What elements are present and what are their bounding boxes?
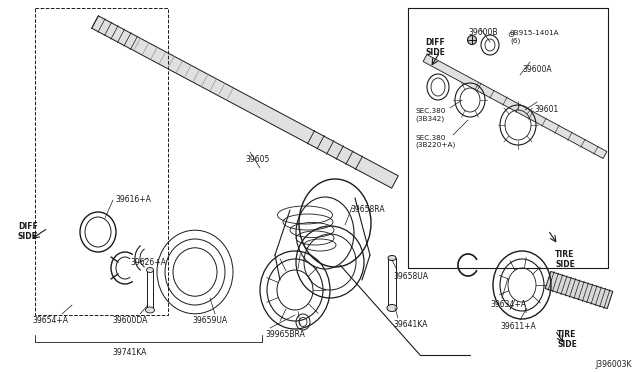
- Text: ⊙: ⊙: [507, 30, 514, 39]
- Text: 39658RA: 39658RA: [350, 205, 385, 214]
- Ellipse shape: [467, 35, 477, 45]
- Polygon shape: [545, 272, 612, 308]
- Ellipse shape: [145, 307, 154, 313]
- Text: DIFF
SIDE: DIFF SIDE: [425, 38, 445, 57]
- Text: SEC.380
(3B342): SEC.380 (3B342): [415, 108, 445, 122]
- Text: 39600DA: 39600DA: [112, 316, 147, 325]
- Text: 39626+A: 39626+A: [130, 258, 166, 267]
- Text: 39659UA: 39659UA: [192, 316, 227, 325]
- Text: 39634+A: 39634+A: [490, 300, 526, 309]
- Text: 39611+A: 39611+A: [500, 322, 536, 331]
- Text: TIRE
SIDE: TIRE SIDE: [557, 330, 577, 349]
- Polygon shape: [92, 16, 398, 188]
- Ellipse shape: [387, 305, 397, 311]
- Text: 39654+A: 39654+A: [32, 316, 68, 325]
- Ellipse shape: [388, 256, 396, 260]
- Polygon shape: [423, 54, 607, 158]
- Text: 39616+A: 39616+A: [115, 195, 151, 204]
- Text: J396003K: J396003K: [595, 360, 632, 369]
- Text: DIFF
SIDE: DIFF SIDE: [18, 222, 38, 241]
- Ellipse shape: [147, 267, 154, 273]
- Text: 39965BRA: 39965BRA: [265, 330, 305, 339]
- Text: 39600B: 39600B: [468, 28, 497, 37]
- Text: 39600A: 39600A: [522, 65, 552, 74]
- Text: 39741KA: 39741KA: [113, 348, 147, 357]
- Text: 39601: 39601: [534, 105, 558, 114]
- Text: 0B915-1401A
(6): 0B915-1401A (6): [510, 30, 559, 44]
- Text: TIRE
SIDE: TIRE SIDE: [555, 250, 575, 269]
- Text: 39658UA: 39658UA: [393, 272, 428, 281]
- Text: SEC.380
(3B220+A): SEC.380 (3B220+A): [415, 135, 455, 148]
- Text: 39641KA: 39641KA: [393, 320, 428, 329]
- Text: 39605: 39605: [245, 155, 269, 164]
